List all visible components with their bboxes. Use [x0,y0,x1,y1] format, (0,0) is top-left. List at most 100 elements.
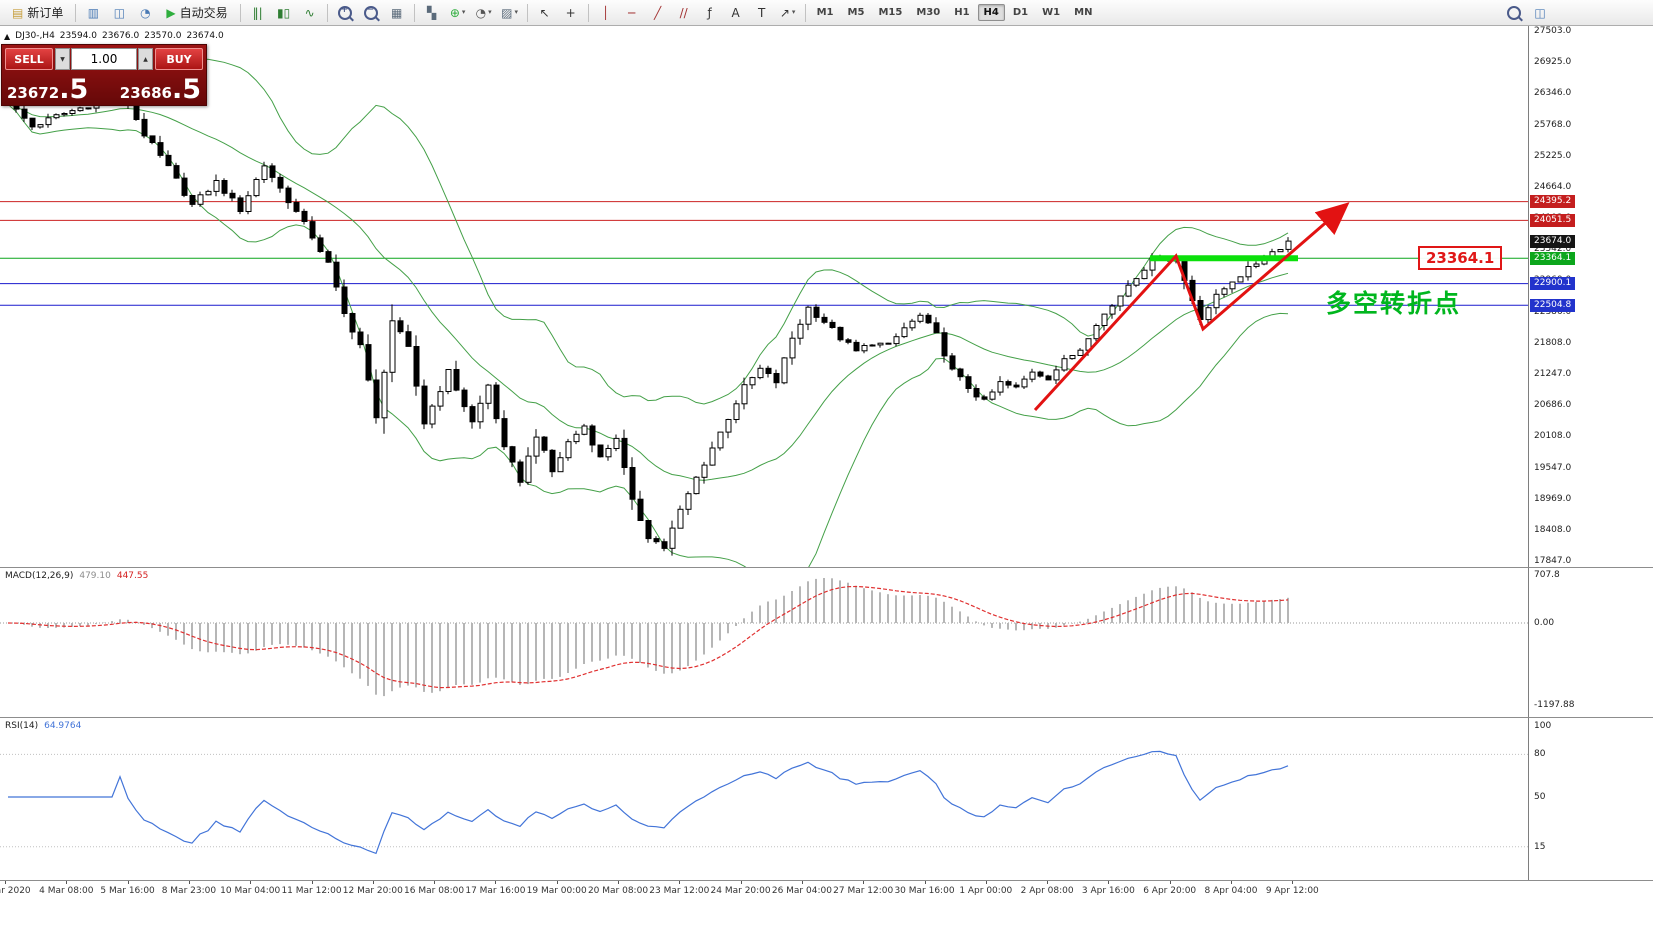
price-axis-label: 26346.0 [1534,88,1572,99]
sell-button[interactable]: SELL [5,48,53,70]
grid-icon[interactable]: ▦ [385,2,409,24]
bar-chart-mode-icon[interactable]: ‖| [246,2,270,24]
cursor-icon[interactable]: ↖ [533,2,557,24]
candle-body [285,187,292,204]
line-chart-mode-icon[interactable]: ∿ [298,2,322,24]
text-icon[interactable]: A [724,2,748,24]
candle-body [157,142,164,156]
timeframe-w1-button[interactable]: W1 [1042,7,1061,18]
text-label-icon[interactable]: T [750,2,774,24]
time-axis-label: 27 Mar 12:00 [833,886,894,896]
volume-input[interactable]: 1.00 [71,48,137,70]
equidistant-channel-icon[interactable]: // [672,2,696,24]
candle-body [981,396,988,400]
toolbar-separator [413,3,415,22]
new-chart-icon[interactable]: ◫ [1528,2,1552,24]
vertical-line-icon[interactable]: │ [594,2,618,24]
timeframe-mn-button[interactable]: MN [1074,7,1093,18]
price-axis-label: 23542.0 [1534,244,1572,255]
periods-icon[interactable]: ◔ ▾ [472,2,496,24]
templates-icon[interactable]: ▨ ▾ [498,2,522,24]
time-axis-label: 10 Mar 04:00 [220,886,281,896]
timeframe-m1-button[interactable]: M1 [816,7,834,18]
strategy-tester-icon[interactable]: ◔ [133,2,157,24]
macd-axis-label: -1197.88 [1534,700,1575,710]
indicators-icon[interactable]: ⊕ ▾ [446,2,470,24]
macd-indicator-pane[interactable] [0,568,1528,717]
candle-body [709,447,716,466]
candle-body [469,406,476,423]
panel-collapse-icon[interactable]: ▲ [4,31,11,41]
timeframe-m5-button[interactable]: M5 [847,7,865,18]
timeframe-m15-button[interactable]: M15 [878,7,903,18]
candle-body [565,441,572,459]
trendline-icon[interactable]: ╱ [646,2,670,24]
candle-body [1061,358,1068,371]
tile-windows-icon[interactable]: ▚ [420,2,444,24]
candle-body [885,342,892,345]
dropdown-caret-icon: ▾ [791,8,796,16]
candle-body [1205,307,1212,321]
price-badge: 24395.2 [1530,195,1576,209]
pane-separator[interactable] [0,717,1653,718]
price-badge: 22504.8 [1530,298,1576,312]
arrows-icon[interactable]: ↗ ▾ [776,2,800,24]
rsi-indicator-label: RSI(14) 64.9764 [5,721,81,731]
buy-button[interactable]: BUY [155,48,203,70]
search-icon [1507,5,1521,20]
horizontal-line-icon[interactable]: ─ [620,2,644,24]
zoom-out-icon[interactable]: − [359,2,383,24]
zoom-in-icon[interactable]: + [333,2,357,24]
market-watch-icon[interactable]: ▥ [81,2,105,24]
candle-body [397,320,404,333]
time-axis-label: 17 Mar 16:00 [465,886,526,896]
trend-arrow[interactable] [1033,202,1350,412]
bar-chart-mode-icon: ‖| [252,5,263,20]
time-axis-label: 9 Apr 12:00 [1265,886,1319,896]
candlestick-mode-icon[interactable]: ▮▯ [272,2,296,24]
new-order-button[interactable]: ▤ 新订单 [4,1,71,25]
candle-body [173,165,180,179]
candle-body [381,371,388,419]
ohlc-high: 23676.0 [102,31,140,41]
candle-body [813,306,820,318]
candle-body [1005,381,1012,386]
candle-body [973,388,980,398]
time-axis-label: 23 Mar 12:00 [649,886,710,896]
data-window-icon[interactable]: ◫ [107,2,131,24]
candle-body [533,436,540,457]
candle-body [181,177,188,196]
equidistant-channel-icon: // [679,5,688,20]
toolbar-separator [587,3,589,22]
candle-body [1253,263,1260,267]
candle-body [293,202,300,212]
volume-increase-button[interactable]: ▲ [138,48,153,70]
search-icon[interactable] [1502,2,1526,24]
timeframe-h1-button[interactable]: H1 [954,7,970,18]
toolbar-separator [526,3,528,22]
time-axis-tick [372,881,374,884]
timeframe-h4-button[interactable]: H4 [977,4,1005,21]
toolbar-separator [326,3,328,22]
candle-body [237,197,244,212]
candle-body [277,176,284,189]
turning-point-annotation[interactable]: 多空转折点 [1326,289,1462,318]
timeframe-m30-button[interactable]: M30 [916,7,941,18]
time-axis-tick [127,881,129,884]
time-axis[interactable]: 3 Mar 2020 4 Mar 08:00 5 Mar 16:00 8 Mar 23… [0,881,1528,945]
price-chart-pane[interactable] [0,26,1528,567]
time-axis-label: 6 Apr 20:00 [1143,886,1197,896]
timeframe-d1-button[interactable]: D1 [1012,7,1029,18]
pane-separator[interactable] [0,567,1653,568]
time-axis-label: 24 Mar 20:00 [710,886,771,896]
candle-body [677,508,684,529]
rsi-indicator-pane[interactable] [0,718,1528,880]
price-axis[interactable]: 27503.0 26925.0 26346.0 25768.0 25225.0 24664… [1528,26,1653,880]
price-annotation-box[interactable]: 23364.1 [1418,246,1503,270]
auto-trading-button[interactable]: ▶ 自动交易 [158,1,235,25]
candle-body [501,418,508,448]
crosshair-icon[interactable]: + [559,2,583,24]
candle-body [717,431,724,449]
volume-decrease-button[interactable]: ▼ [55,48,70,70]
fibonacci-icon[interactable]: ƒ [698,2,722,24]
